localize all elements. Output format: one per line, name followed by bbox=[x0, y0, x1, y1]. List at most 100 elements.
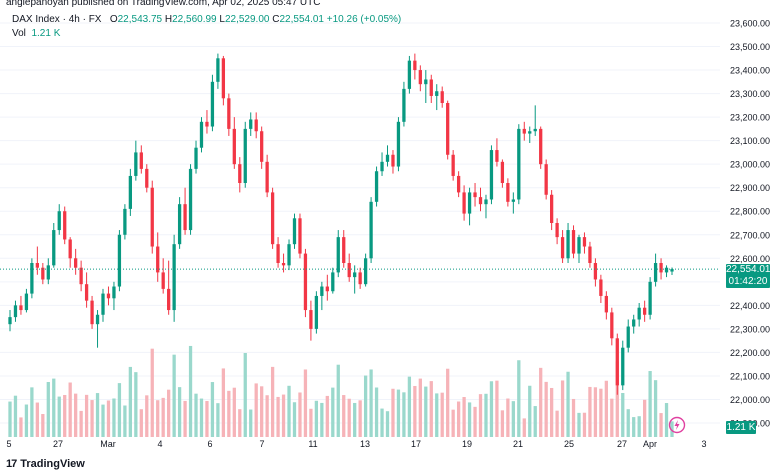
volume-label: Vol bbox=[12, 28, 26, 39]
candle-body bbox=[478, 197, 483, 205]
candle-body bbox=[128, 175, 133, 209]
price-tick-label: 23,400.00 bbox=[730, 66, 770, 76]
candle-body bbox=[626, 326, 630, 348]
candle-body bbox=[363, 258, 368, 285]
volume-bars bbox=[8, 345, 674, 437]
candle-body bbox=[664, 267, 669, 273]
volume-bar bbox=[402, 392, 406, 437]
volume-bar bbox=[566, 371, 570, 437]
symbol-label[interactable]: DAX Index · 4h · FX bbox=[12, 14, 102, 25]
candle-body bbox=[342, 237, 346, 263]
price-tick-label: 23,000.00 bbox=[730, 160, 770, 170]
volume-bar bbox=[435, 393, 439, 437]
volume-bar bbox=[621, 392, 625, 437]
volume-bar bbox=[106, 400, 111, 437]
close-value: 22,554.01 bbox=[279, 14, 324, 25]
price-tick-label: 22,600.00 bbox=[730, 254, 770, 264]
candle-body bbox=[489, 150, 494, 200]
volume-bar bbox=[331, 387, 335, 437]
volume-bar bbox=[555, 410, 559, 437]
volume-bar bbox=[232, 387, 236, 437]
high-value: 22,560.99 bbox=[172, 14, 217, 25]
volume-bar bbox=[254, 383, 258, 437]
candle-body bbox=[418, 70, 422, 85]
time-tick-label: Mar bbox=[100, 439, 116, 449]
time-tick-label: 25 bbox=[564, 439, 574, 449]
candle-body bbox=[467, 192, 472, 214]
volume-bar bbox=[227, 390, 231, 437]
candle-body bbox=[380, 161, 384, 172]
volume-bar bbox=[604, 380, 608, 437]
volume-bar bbox=[610, 398, 614, 437]
volume-bar bbox=[101, 404, 105, 437]
candle-body bbox=[134, 152, 138, 176]
candle-body bbox=[632, 319, 636, 327]
candle-body bbox=[46, 265, 50, 280]
volume-tag: 1.21 K bbox=[726, 421, 756, 434]
candle-body bbox=[407, 60, 412, 89]
candle-body bbox=[63, 211, 67, 240]
volume-bar bbox=[451, 409, 455, 437]
volume-bar bbox=[216, 403, 220, 437]
ohlc-legend: DAX Index · 4h · FX O22,543.75 H22,560.9… bbox=[12, 14, 402, 25]
open-value: 22,543.75 bbox=[117, 14, 163, 25]
candle-body bbox=[227, 98, 231, 129]
volume-bar bbox=[664, 403, 669, 437]
time-tick-label: 6 bbox=[207, 439, 212, 449]
candle-body bbox=[610, 312, 614, 339]
volume-bar bbox=[462, 397, 466, 437]
candle-body bbox=[369, 201, 373, 259]
volume-bar bbox=[643, 399, 647, 437]
volume-bar bbox=[588, 386, 592, 437]
candle-body bbox=[41, 267, 45, 280]
time-tick-label: 4 bbox=[157, 439, 162, 449]
candle-body bbox=[429, 79, 433, 96]
volume-bar bbox=[139, 409, 143, 437]
price-tick-label: 22,800.00 bbox=[730, 207, 770, 217]
volume-bar bbox=[260, 386, 264, 437]
candle-body bbox=[331, 272, 335, 292]
candle-body bbox=[440, 91, 444, 103]
volume-bar bbox=[161, 397, 165, 437]
candle-body bbox=[325, 286, 329, 292]
price-tick-label: 22,000.00 bbox=[730, 395, 770, 405]
volume-bar bbox=[309, 408, 313, 437]
volume-bar bbox=[369, 369, 373, 437]
candle-body bbox=[24, 293, 29, 311]
volume-bar bbox=[670, 421, 674, 437]
candle-body bbox=[167, 288, 171, 311]
volume-bar bbox=[571, 398, 576, 437]
volume-bar bbox=[560, 380, 565, 437]
candle-body bbox=[648, 281, 652, 315]
alert-clock-icon[interactable] bbox=[668, 416, 686, 434]
volume-bar bbox=[391, 388, 395, 437]
candle-body bbox=[172, 244, 176, 311]
candle-body bbox=[145, 168, 149, 188]
volume-bar bbox=[24, 404, 29, 437]
volume-value: 1.21 K bbox=[31, 28, 61, 39]
candle-body bbox=[446, 103, 450, 155]
time-tick-label: 19 bbox=[462, 439, 472, 449]
candle-body bbox=[183, 204, 187, 231]
volume-bar bbox=[221, 368, 226, 437]
volume-bar bbox=[347, 398, 351, 437]
volume-bar bbox=[292, 402, 297, 437]
volume-bar bbox=[90, 400, 94, 437]
volume-bar bbox=[270, 366, 275, 437]
volume-bar bbox=[46, 382, 50, 437]
volume-bar bbox=[374, 387, 379, 437]
candle-body bbox=[484, 199, 488, 205]
volume-bar bbox=[117, 383, 122, 437]
volume-bar bbox=[41, 414, 45, 437]
last-price-value: 22,554.01 bbox=[726, 264, 771, 275]
candle-body bbox=[123, 208, 127, 235]
volume-bar bbox=[123, 405, 127, 437]
candle-body bbox=[566, 230, 570, 259]
price-tick-label: 23,200.00 bbox=[730, 113, 770, 123]
candle-body bbox=[653, 263, 658, 282]
volume-bar bbox=[74, 393, 78, 437]
candle-body bbox=[571, 230, 576, 254]
tradingview-logo[interactable]: 17 TradingView bbox=[6, 458, 85, 470]
volume-bar bbox=[320, 402, 324, 437]
